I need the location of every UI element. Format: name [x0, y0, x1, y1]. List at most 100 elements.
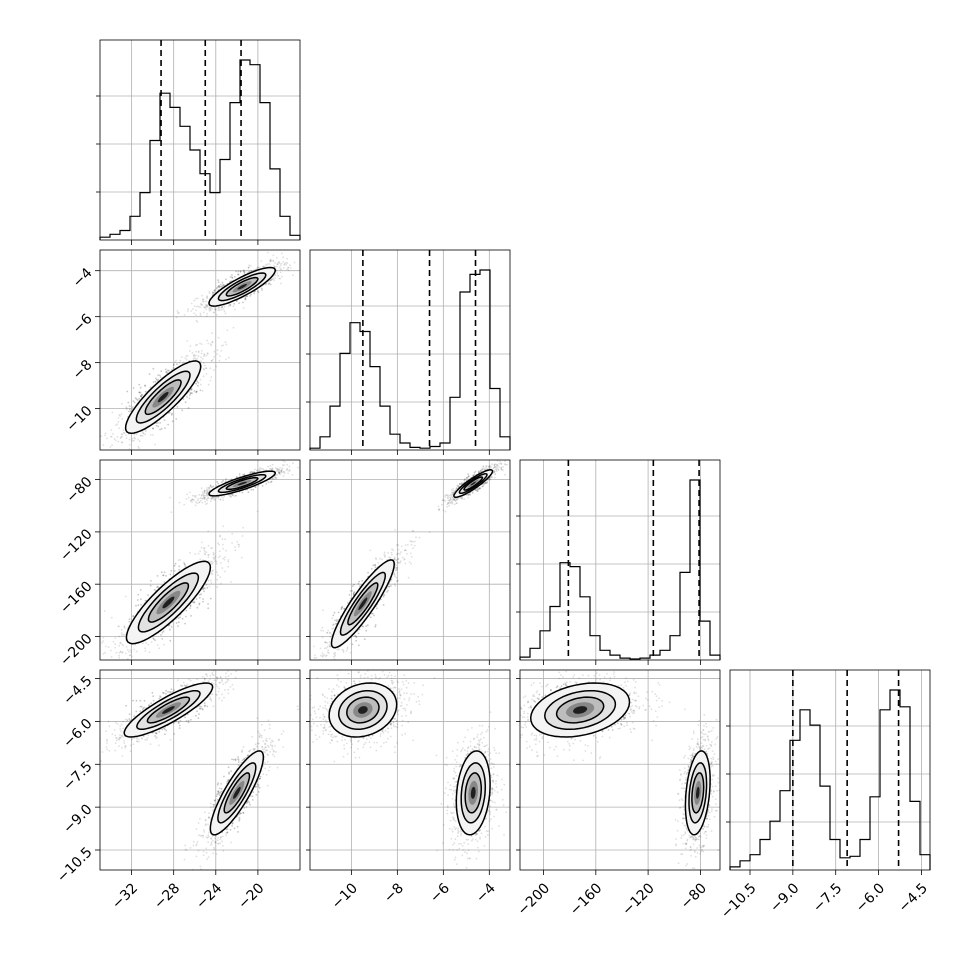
scatter-point	[180, 356, 183, 358]
scatter-point	[213, 496, 216, 499]
scatter-point	[456, 484, 459, 487]
scatter-point	[333, 652, 335, 655]
scatter-point	[232, 326, 235, 329]
scatter-point	[204, 306, 207, 309]
scatter-point	[184, 357, 187, 359]
scatter-point	[207, 487, 210, 490]
scatter-point	[409, 552, 412, 555]
scatter-point	[224, 538, 227, 541]
scatter-point	[101, 642, 103, 644]
scatter-point	[206, 305, 209, 307]
scatter-point	[397, 558, 400, 561]
scatter-point	[170, 626, 173, 628]
scatter-point	[324, 647, 326, 650]
scatter-point	[212, 551, 215, 554]
scatter-point	[301, 468, 303, 470]
scatter-point	[398, 562, 400, 564]
scatter-point	[194, 553, 197, 555]
scatter-point	[104, 651, 106, 654]
scatter-point	[123, 458, 125, 460]
scatter-point	[246, 295, 249, 298]
scatter-point	[222, 557, 225, 560]
scatter-point	[206, 297, 209, 300]
histogram-step-line	[99, 59, 301, 240]
scatter-point	[207, 544, 210, 547]
scatter-point	[225, 343, 228, 346]
scatter-point	[152, 638, 155, 640]
scatter-point	[216, 586, 219, 589]
scatter-point	[328, 631, 331, 634]
scatter-point	[121, 436, 123, 438]
scatter-point	[343, 608, 346, 610]
scatter-point	[396, 558, 399, 561]
scatter-point	[273, 265, 276, 268]
scatter-point	[411, 529, 414, 532]
scatter-point	[134, 397, 137, 400]
histogram-panel-2	[306, 249, 511, 451]
scatter-point	[115, 651, 118, 654]
scatter-point	[283, 470, 285, 473]
scatter-point	[183, 503, 186, 506]
scatter-point	[278, 472, 281, 474]
scatter-point	[206, 489, 209, 491]
scatter-point	[119, 651, 122, 653]
scatter-point	[209, 500, 212, 503]
scatter-point	[283, 472, 286, 475]
scatter-point	[326, 631, 328, 634]
scatter-point	[218, 286, 221, 289]
scatter-point	[336, 620, 338, 623]
scatter-point	[198, 501, 201, 503]
scatter-point	[215, 314, 218, 316]
scatter-point	[206, 339, 209, 342]
scatter-point	[338, 648, 340, 651]
density-level-5	[162, 596, 175, 609]
scatter-point	[176, 363, 178, 366]
scatter-point	[128, 444, 131, 446]
scatter-point	[302, 465, 304, 467]
scatter-point	[238, 543, 241, 546]
scatter-point	[124, 627, 126, 630]
scatter-point	[209, 485, 212, 488]
scatter-point	[110, 435, 113, 438]
scatter-point	[222, 525, 225, 528]
scatter-point	[204, 497, 207, 499]
scatter-point	[153, 588, 156, 591]
scatter-point	[198, 596, 201, 599]
scatter-point	[399, 560, 402, 563]
scatter-point	[372, 612, 374, 615]
scatter-point	[468, 475, 470, 478]
scatter-point	[249, 264, 252, 267]
scatter-point	[206, 304, 209, 306]
scatter-point	[212, 485, 215, 488]
scatter-point	[267, 465, 269, 468]
scatter-point	[277, 470, 280, 472]
scatter-point	[190, 388, 193, 391]
scatter-point	[187, 496, 190, 499]
scatter-point	[324, 641, 327, 644]
scatter-point	[400, 545, 403, 548]
scatter-point	[239, 475, 241, 477]
scatter-point	[500, 466, 503, 469]
scatter-point	[152, 381, 155, 383]
axes-frame	[729, 669, 931, 871]
scatter-point	[482, 465, 485, 468]
scatter-point	[187, 407, 190, 409]
scatter-point	[329, 635, 332, 638]
scatter-point	[226, 329, 229, 332]
scatter-point	[383, 553, 386, 556]
scatter-point	[332, 671, 334, 673]
scatter-point	[428, 531, 431, 534]
scatter-point	[191, 351, 194, 354]
scatter-point	[279, 268, 282, 270]
scatter-point	[201, 497, 203, 500]
scatter-point	[218, 543, 221, 546]
scatter-point	[224, 312, 227, 315]
scatter-point	[198, 603, 201, 606]
scatter-point	[128, 448, 131, 450]
scatter-point	[396, 566, 399, 569]
scatter-point	[241, 535, 244, 537]
scatter-point	[403, 558, 406, 560]
scatter-point	[391, 548, 393, 550]
scatter-point	[332, 623, 335, 625]
scatter-point	[213, 350, 216, 353]
